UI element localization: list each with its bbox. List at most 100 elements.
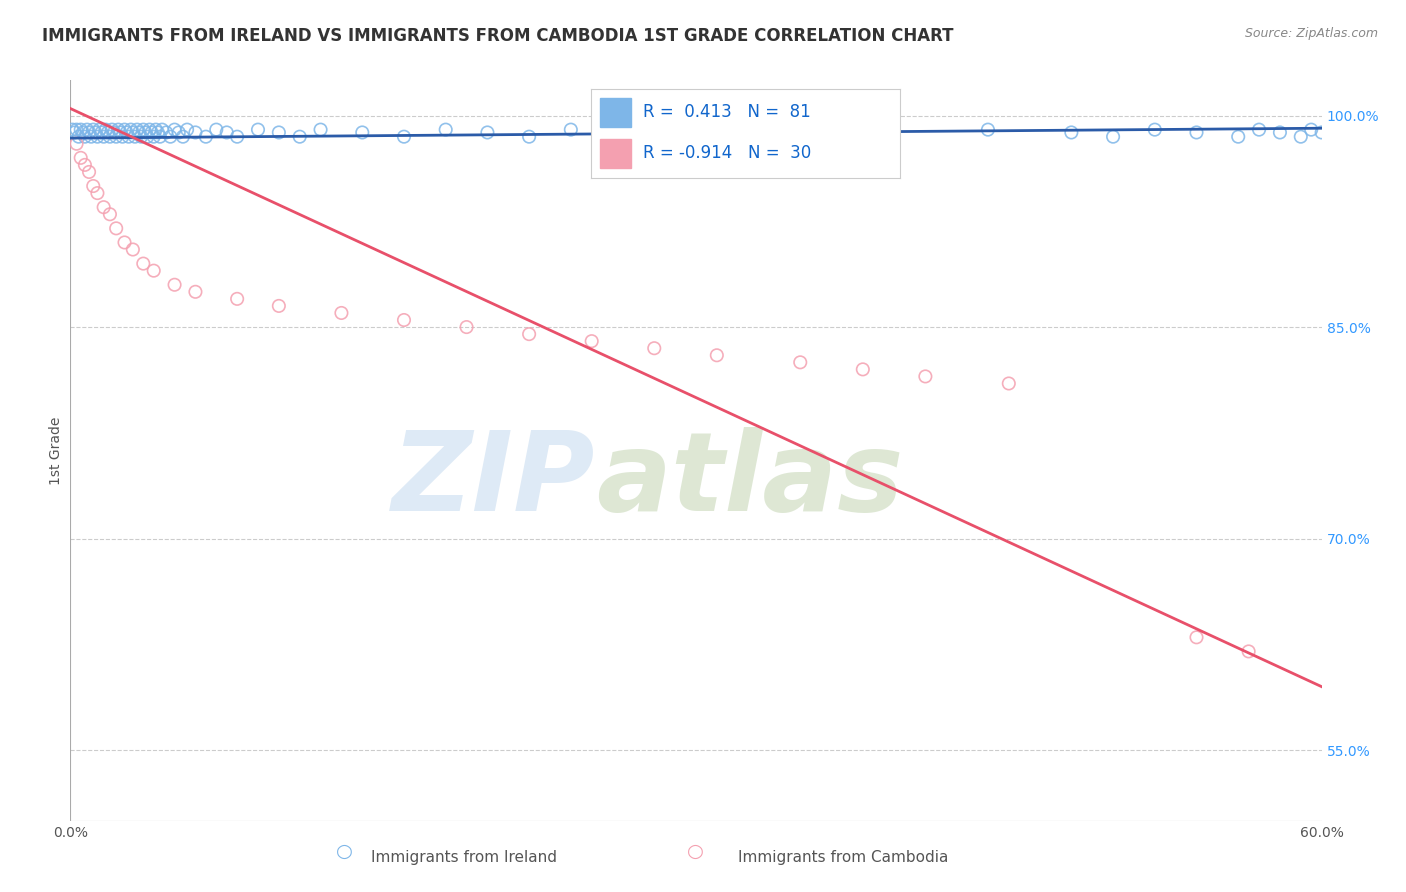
Point: [1185, 630, 1208, 644]
Point: [121, 243, 145, 257]
Text: Immigrants from Cambodia: Immigrants from Cambodia: [738, 850, 949, 865]
Point: [560, 122, 582, 136]
Point: [82, 179, 104, 194]
Point: [309, 122, 332, 136]
Point: [103, 125, 125, 139]
Point: [60, 122, 83, 136]
Point: [124, 129, 146, 144]
Point: [352, 125, 374, 139]
Point: [456, 320, 478, 334]
Text: ○: ○: [336, 842, 353, 861]
Point: [72, 125, 94, 139]
Point: [101, 122, 124, 136]
Point: [852, 362, 875, 376]
Point: [86, 129, 108, 144]
Point: [114, 235, 136, 250]
Point: [1310, 125, 1333, 139]
Point: [76, 122, 98, 136]
Text: R = -0.914   N =  30: R = -0.914 N = 30: [643, 145, 811, 162]
Point: [73, 129, 96, 144]
Point: [167, 125, 190, 139]
Point: [159, 129, 181, 144]
Point: [392, 129, 415, 144]
Point: [706, 348, 728, 362]
Point: [145, 122, 167, 136]
Point: [146, 125, 169, 139]
Point: [477, 125, 499, 139]
Y-axis label: 1st Grade: 1st Grade: [49, 417, 63, 484]
Point: [977, 122, 1000, 136]
Point: [748, 122, 770, 136]
Point: [194, 129, 217, 144]
Point: [247, 122, 270, 136]
Point: [65, 122, 87, 136]
Point: [621, 125, 644, 139]
Point: [93, 129, 115, 144]
Point: [73, 158, 96, 172]
Point: [163, 277, 186, 292]
Point: [82, 122, 104, 136]
Point: [97, 125, 120, 139]
Point: [914, 369, 936, 384]
Point: [226, 292, 249, 306]
Point: [111, 129, 134, 144]
Point: [138, 122, 160, 136]
Point: [69, 122, 91, 136]
Point: [517, 129, 540, 144]
Point: [98, 207, 121, 221]
Point: [107, 122, 129, 136]
Point: [1143, 122, 1166, 136]
Point: [118, 129, 141, 144]
Point: [517, 327, 540, 342]
Point: [77, 165, 100, 179]
Point: [121, 125, 145, 139]
Point: [205, 122, 228, 136]
Point: [998, 376, 1021, 391]
Text: Immigrants from Ireland: Immigrants from Ireland: [371, 850, 557, 865]
Point: [1102, 129, 1125, 144]
Point: [128, 125, 150, 139]
Point: [93, 200, 115, 214]
Point: [132, 122, 155, 136]
Text: Source: ZipAtlas.com: Source: ZipAtlas.com: [1244, 27, 1378, 40]
Point: [150, 122, 173, 136]
Text: IMMIGRANTS FROM IRELAND VS IMMIGRANTS FROM CAMBODIA 1ST GRADE CORRELATION CHART: IMMIGRANTS FROM IRELAND VS IMMIGRANTS FR…: [42, 27, 953, 45]
Point: [267, 299, 290, 313]
Point: [142, 129, 165, 144]
Point: [134, 125, 156, 139]
Point: [172, 129, 194, 144]
Point: [115, 125, 138, 139]
Point: [163, 122, 186, 136]
FancyBboxPatch shape: [600, 139, 631, 168]
Point: [392, 313, 415, 327]
Text: atlas: atlas: [596, 426, 903, 533]
Point: [110, 125, 132, 139]
Point: [65, 136, 87, 151]
Point: [872, 129, 894, 144]
Point: [86, 186, 108, 200]
Text: R =  0.413   N =  81: R = 0.413 N = 81: [643, 103, 811, 121]
Point: [810, 125, 832, 139]
Point: [89, 122, 111, 136]
Point: [149, 129, 172, 144]
Text: ZIP: ZIP: [392, 426, 596, 533]
Point: [98, 129, 121, 144]
Point: [1249, 122, 1271, 136]
Point: [226, 129, 249, 144]
Point: [288, 129, 311, 144]
Point: [434, 122, 457, 136]
Point: [643, 341, 665, 355]
Point: [1060, 125, 1083, 139]
Point: [1301, 122, 1323, 136]
Point: [215, 125, 238, 139]
Point: [67, 129, 90, 144]
Point: [176, 122, 198, 136]
Point: [330, 306, 353, 320]
Point: [136, 129, 159, 144]
Point: [129, 129, 152, 144]
Point: [155, 125, 177, 139]
Point: [114, 122, 136, 136]
Point: [132, 257, 155, 271]
Point: [1268, 125, 1291, 139]
Point: [141, 125, 163, 139]
